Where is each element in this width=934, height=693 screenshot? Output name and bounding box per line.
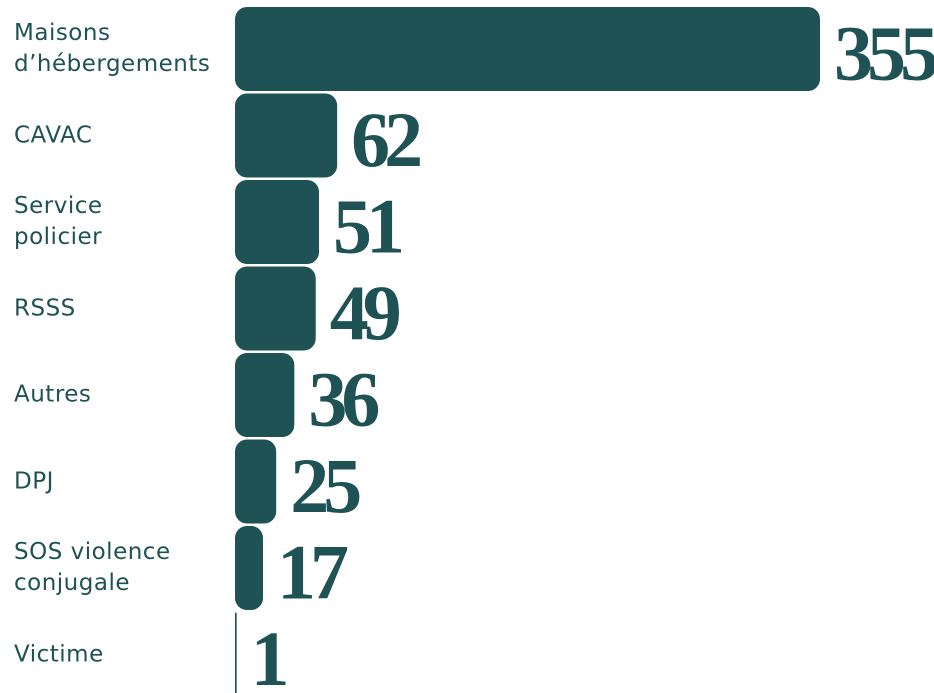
- category-label: Autres: [14, 381, 92, 408]
- category-label: SOS violence conjugale: [14, 539, 171, 596]
- category-label: DPJ: [14, 468, 54, 494]
- value-label: 355: [834, 10, 934, 97]
- category-label: CAVAC: [14, 122, 93, 148]
- category-label: Service policier: [14, 193, 103, 250]
- bar: [235, 353, 295, 437]
- bar: [235, 7, 820, 91]
- value-label: 51: [333, 183, 401, 270]
- bar: [235, 526, 264, 610]
- bar: [235, 266, 316, 351]
- category-label: Victime: [14, 641, 104, 667]
- value-label: 36: [308, 356, 378, 443]
- value-label: 25: [290, 442, 360, 529]
- category-label: Maisons d’hébergements: [14, 20, 211, 77]
- bar: [235, 180, 320, 264]
- bar: [235, 93, 338, 178]
- bar: [235, 612, 237, 693]
- value-label: 49: [330, 269, 400, 356]
- value-label: 17: [277, 529, 348, 616]
- value-label: 62: [351, 96, 420, 183]
- value-label: 1: [251, 615, 286, 693]
- category-label: RSSS: [14, 295, 76, 321]
- bar: [235, 439, 277, 524]
